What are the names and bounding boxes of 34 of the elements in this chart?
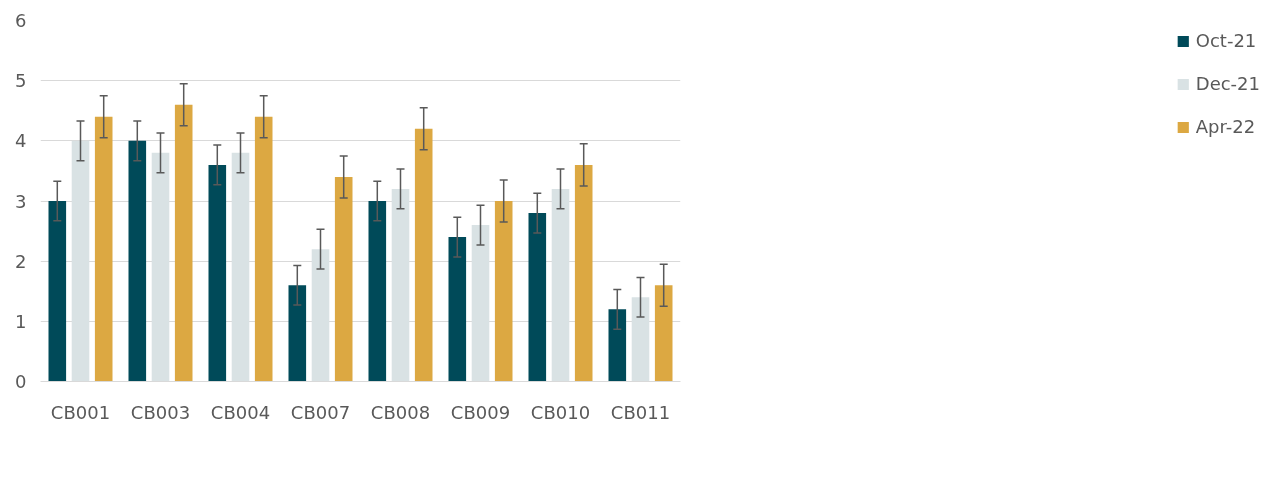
bar [128, 140, 147, 382]
x-tick-label: CB009 [450, 401, 511, 423]
x-tick-label: CB003 [130, 401, 191, 423]
x-tick-label: CB008 [370, 401, 431, 423]
y-tick-label: 3 [15, 190, 27, 212]
x-tick-label: CB007 [290, 401, 351, 423]
bar [334, 176, 353, 382]
bar [288, 285, 307, 382]
bar [448, 237, 467, 382]
bar [48, 201, 67, 382]
bar [574, 164, 593, 382]
y-tick-label: 1 [15, 310, 27, 332]
bar [414, 128, 433, 382]
y-tick-label: 0 [15, 371, 27, 392]
y-tick-label: 5 [15, 70, 27, 92]
bar [368, 201, 387, 382]
legend-label: Dec-21 [1195, 73, 1260, 94]
legend-label: Oct-21 [1195, 30, 1257, 51]
bar [654, 285, 673, 382]
bar [494, 201, 513, 382]
x-tick-label: CB001 [50, 401, 111, 423]
x-tick-label: CB010 [530, 401, 591, 423]
y-tick-label: 2 [15, 250, 27, 272]
x-tick-label: CB011 [610, 401, 671, 423]
y-tick-label: 4 [15, 130, 27, 152]
bar [94, 116, 113, 382]
y-tick-label: 6 [15, 10, 27, 31]
bar [608, 309, 627, 382]
bar [174, 104, 193, 382]
bar [254, 116, 273, 382]
legend-label: Apr-22 [1195, 116, 1256, 137]
x-tick-label: CB004 [210, 401, 271, 423]
bar [208, 164, 227, 382]
bar [528, 213, 547, 382]
